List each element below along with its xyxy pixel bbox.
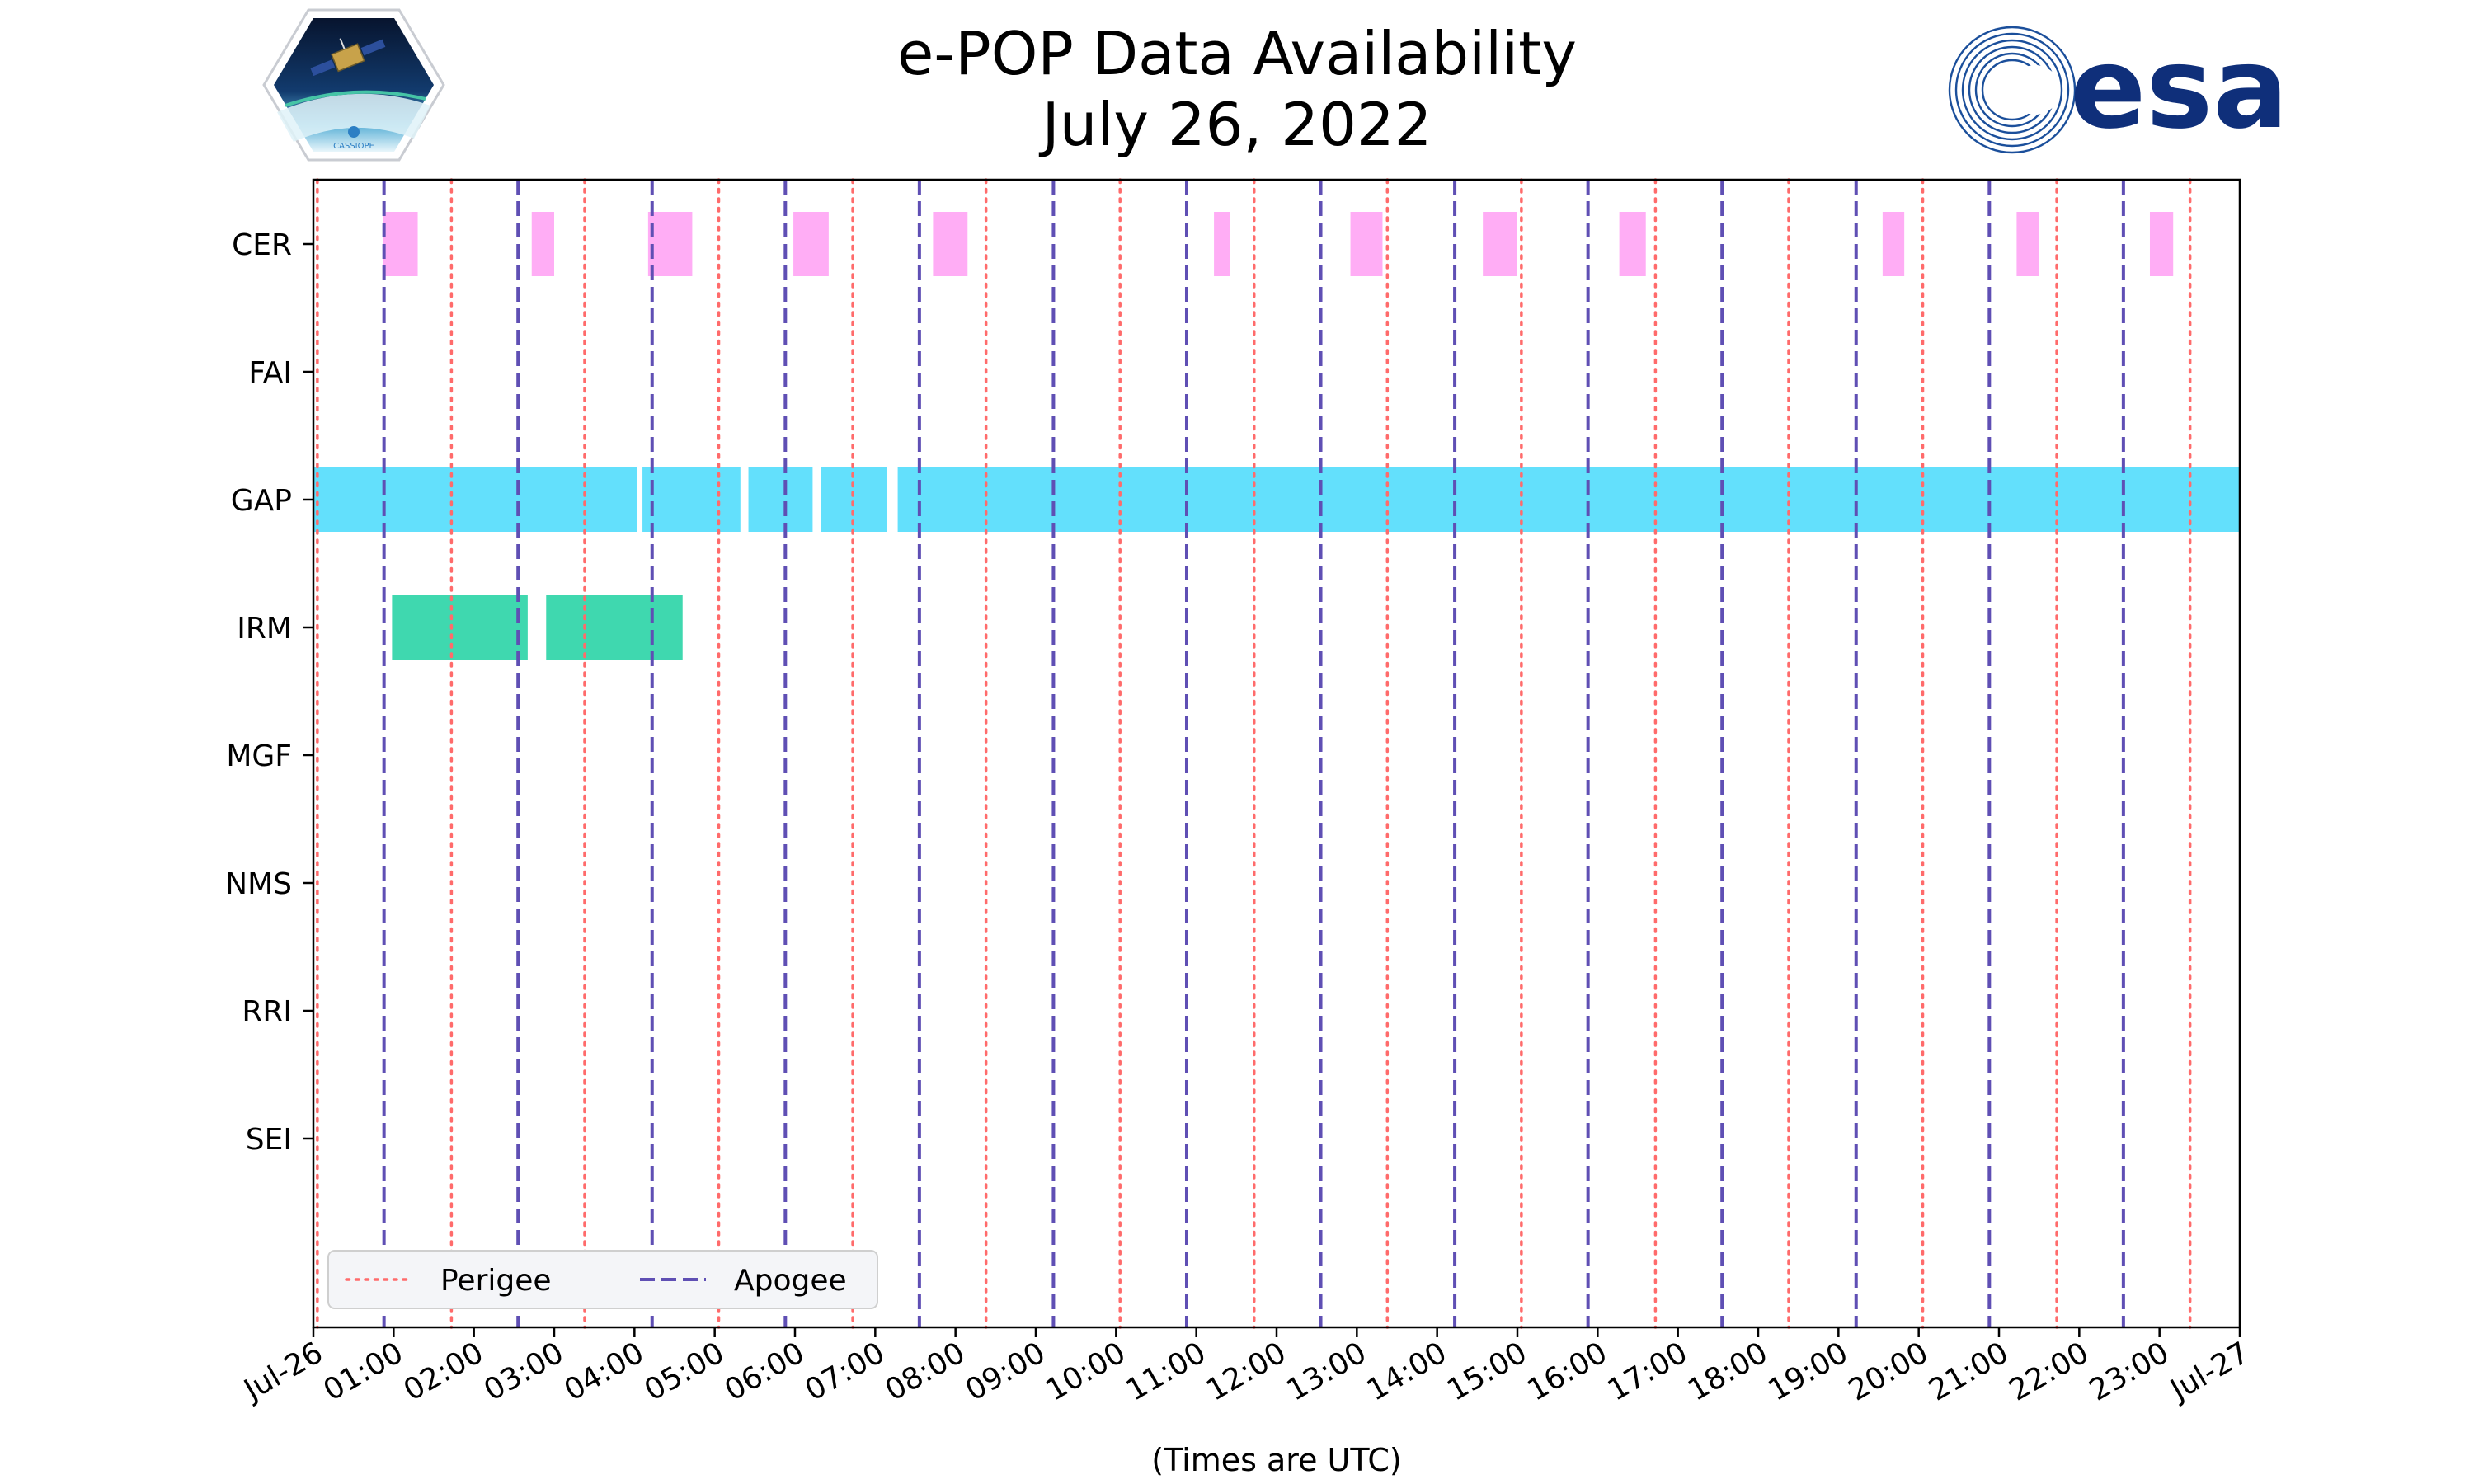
xtick-label-8: 08:00 xyxy=(880,1336,971,1407)
xtick-label-6: 06:00 xyxy=(719,1336,810,1407)
ytick-label-gap: GAP xyxy=(231,484,292,518)
bar-cer-5 xyxy=(1214,212,1230,276)
ytick-label-fai: FAI xyxy=(248,356,292,390)
cassiope-logo: CASSIOPE xyxy=(262,8,445,162)
bar-irm-1 xyxy=(546,595,683,660)
ytick-label-nms: NMS xyxy=(225,867,292,901)
y-axis: CER FAI GAP IRM MGF NMS RRI SEI xyxy=(225,228,313,1157)
orbit-lines-layer xyxy=(316,178,2192,1329)
bar-cer-8 xyxy=(1619,212,1646,276)
bar-cer-7 xyxy=(1483,212,1517,276)
bar-cer-0 xyxy=(383,212,418,276)
bar-gap-4 xyxy=(897,467,2240,532)
bar-cer-10 xyxy=(2016,212,2039,276)
xtick-label-16: 16:00 xyxy=(1522,1336,1612,1407)
xtick-label-23: 23:00 xyxy=(2084,1336,2175,1407)
x-axis: Jul-2601:0002:0003:0004:0005:0006:0007:0… xyxy=(238,1327,2255,1408)
esa-logo: esa xyxy=(1948,24,2288,154)
xtick-label-0: Jul-26 xyxy=(238,1336,329,1408)
xtick-label-18: 18:00 xyxy=(1682,1336,1773,1407)
plot-frame xyxy=(312,178,2241,1329)
bar-cer-6 xyxy=(1350,212,1383,276)
ytick-label-mgf: MGF xyxy=(226,740,292,773)
cassiope-wordmark: CASSIOPE xyxy=(333,142,374,151)
esa-wordmark: esa xyxy=(2070,24,2288,154)
bars-layer xyxy=(313,212,2240,660)
legend-label-apogee: Apogee xyxy=(734,1264,847,1298)
xtick-label-15: 15:00 xyxy=(1442,1336,1532,1407)
bar-cer-9 xyxy=(1882,212,1905,276)
bar-cer-4 xyxy=(933,212,968,276)
xtick-label-19: 19:00 xyxy=(1762,1336,1853,1407)
bar-irm-0 xyxy=(392,595,528,660)
x-axis-label: (Times are UTC) xyxy=(1151,1442,1401,1478)
legend-box xyxy=(327,1250,878,1309)
chart-title: e-POP Data Availability July 26, 2022 xyxy=(0,18,2474,160)
xtick-label-21: 21:00 xyxy=(1923,1336,2014,1407)
ytick-label-irm: IRM xyxy=(237,612,292,646)
bar-cer-11 xyxy=(2149,212,2174,276)
xtick-label-20: 20:00 xyxy=(1843,1336,1934,1407)
ytick-label-cer: CER xyxy=(232,228,292,262)
bar-gap-1 xyxy=(642,467,741,532)
xtick-label-13: 13:00 xyxy=(1281,1336,1371,1407)
bar-cer-2 xyxy=(647,212,693,276)
xtick-label-10: 10:00 xyxy=(1040,1336,1131,1407)
ytick-label-rri: RRI xyxy=(242,995,292,1029)
xtick-label-7: 07:00 xyxy=(799,1336,890,1407)
xtick-label-9: 09:00 xyxy=(960,1336,1051,1407)
legend: Perigee Apogee xyxy=(327,1250,878,1309)
xtick-label-14: 14:00 xyxy=(1362,1336,1452,1407)
title-line-2: July 26, 2022 xyxy=(1042,90,1432,159)
xtick-label-2: 02:00 xyxy=(398,1336,489,1407)
xtick-label-11: 11:00 xyxy=(1121,1336,1211,1407)
xtick-label-1: 01:00 xyxy=(317,1336,408,1407)
xtick-label-12: 12:00 xyxy=(1201,1336,1291,1407)
bar-cer-3 xyxy=(793,212,829,276)
bar-gap-0 xyxy=(313,467,637,532)
xtick-label-22: 22:00 xyxy=(2003,1336,2094,1407)
xtick-label-4: 04:00 xyxy=(558,1336,649,1407)
xtick-label-5: 05:00 xyxy=(639,1336,730,1407)
xtick-label-17: 17:00 xyxy=(1602,1336,1693,1407)
legend-label-perigee: Perigee xyxy=(440,1264,552,1298)
xtick-label-24: Jul-27 xyxy=(2164,1336,2255,1408)
xtick-label-3: 03:00 xyxy=(478,1336,569,1407)
ytick-label-sei: SEI xyxy=(246,1123,292,1157)
bar-cer-1 xyxy=(531,212,554,276)
bar-gap-2 xyxy=(748,467,813,532)
title-line-1: e-POP Data Availability xyxy=(897,19,1577,88)
